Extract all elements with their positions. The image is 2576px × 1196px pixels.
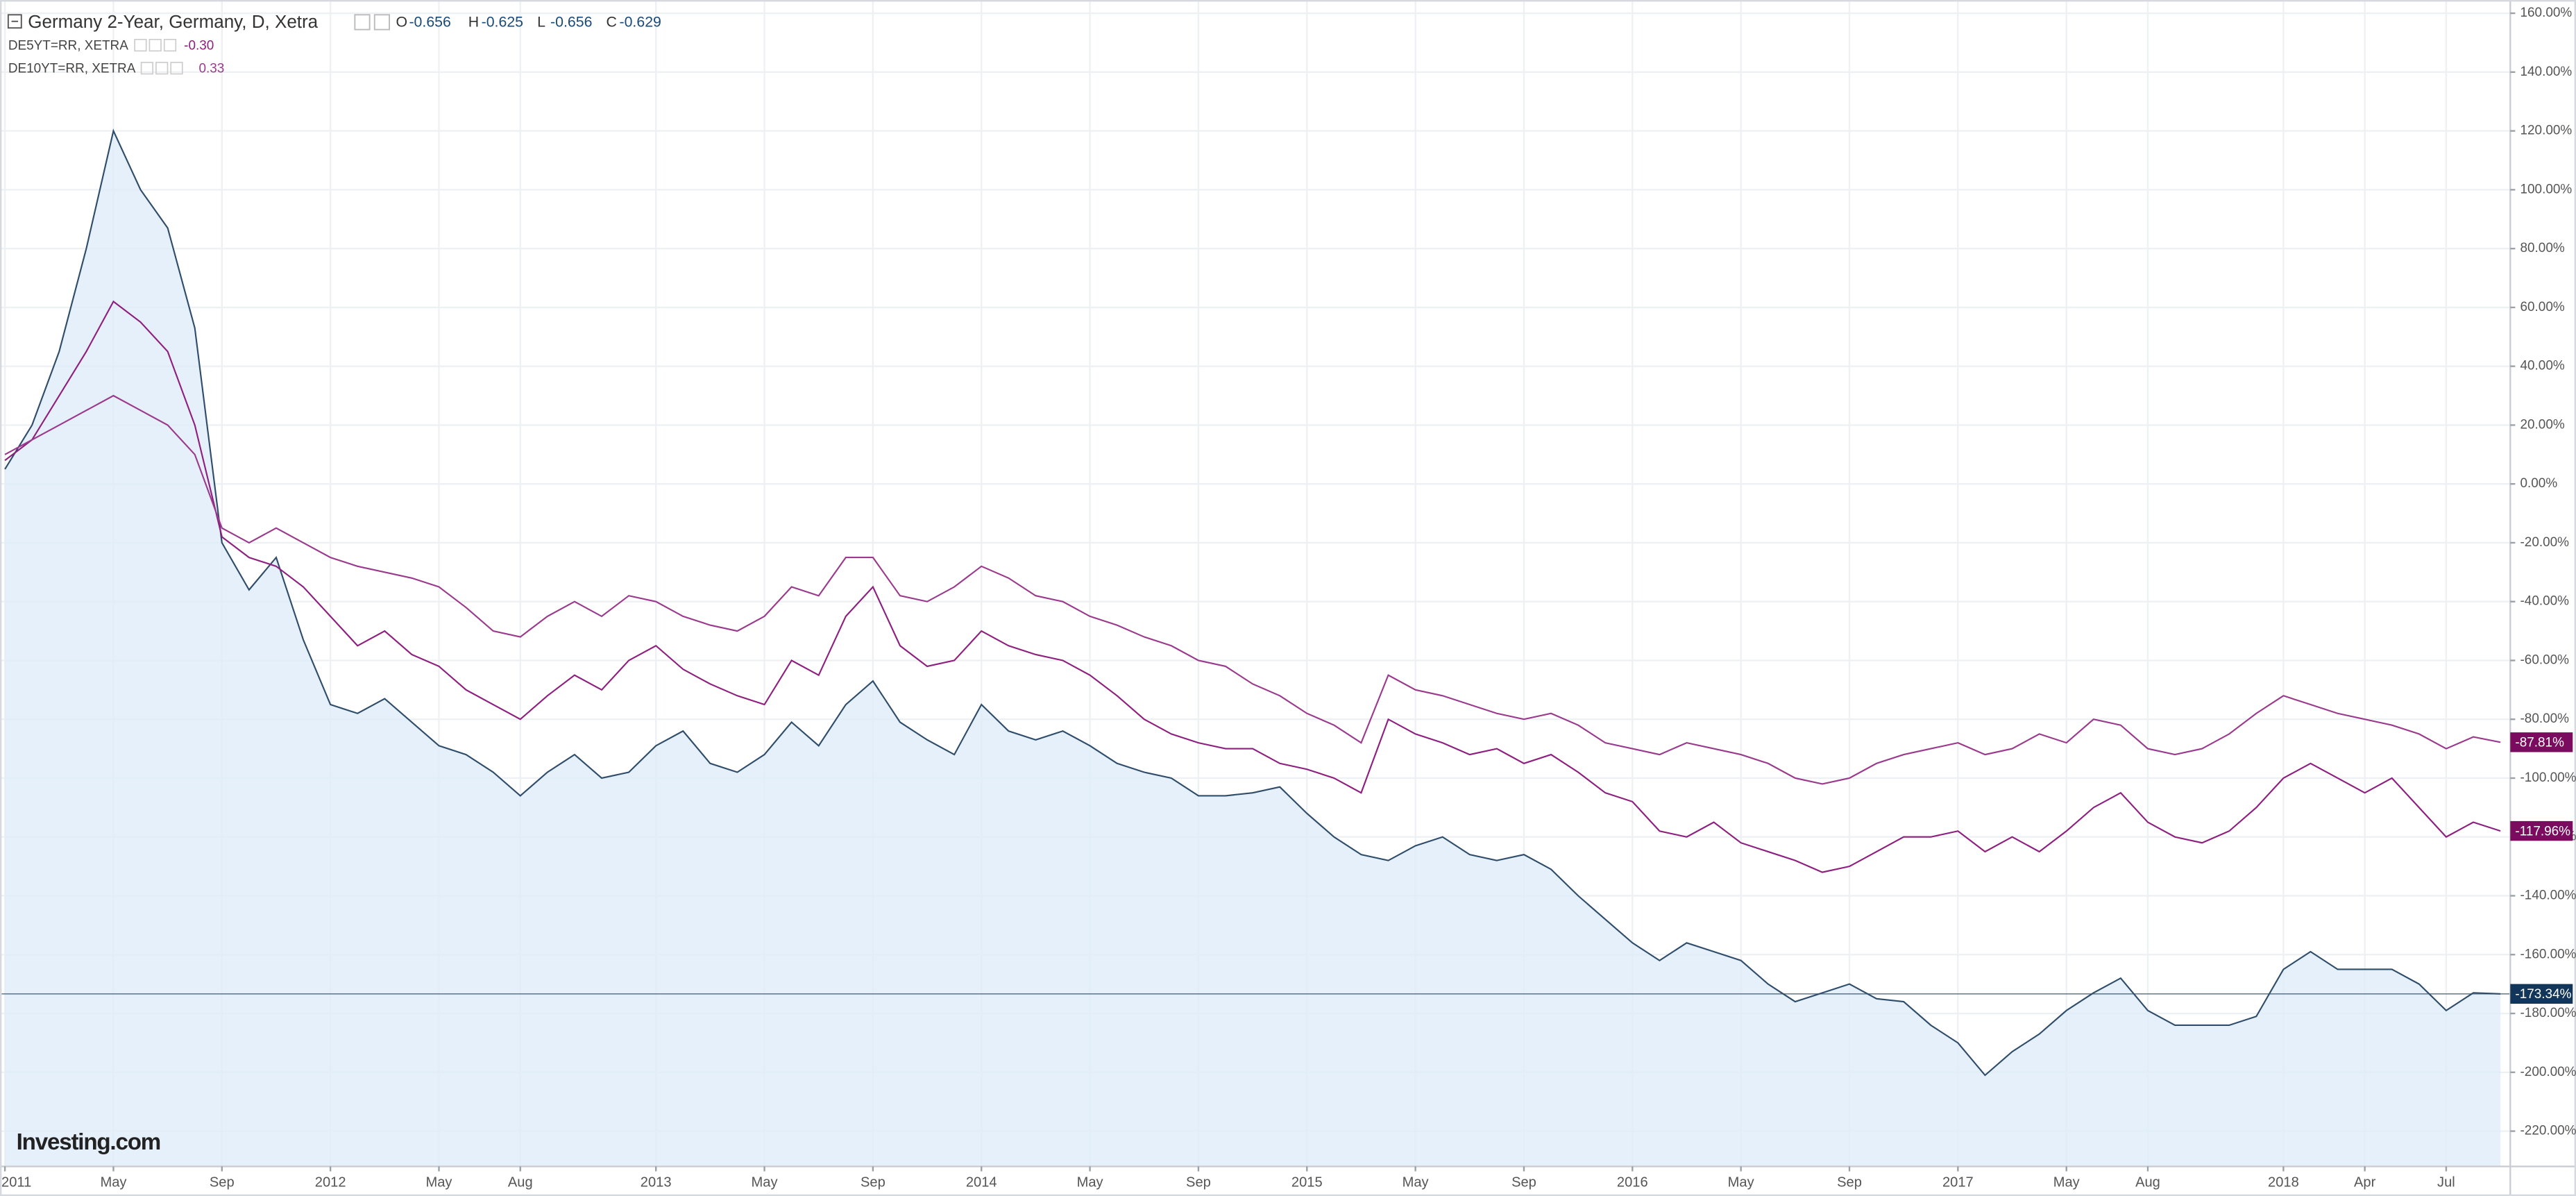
x-tick-label: Sep	[1186, 1174, 1211, 1190]
x-tick-label: 2012	[315, 1174, 346, 1190]
series-icon	[155, 62, 169, 75]
quote-value: -0.656	[409, 14, 450, 31]
y-tick-label: 40.00%	[2520, 359, 2565, 373]
settings-icon[interactable]	[354, 14, 371, 31]
main-series-name: Germany 2-Year, Germany, D, Xetra	[28, 11, 318, 32]
x-tick-label: Sep	[1837, 1174, 1862, 1190]
x-tick-label: 2018	[2268, 1174, 2299, 1190]
x-tick-label: May	[1077, 1174, 1104, 1190]
x-tick-label: Jul	[2437, 1174, 2455, 1190]
y-tick-label: 100.00%	[2520, 182, 2573, 196]
last-value-box	[2510, 820, 2573, 841]
legend-value: -0.30	[184, 38, 214, 53]
x-tick-label: May	[752, 1174, 779, 1190]
quote-label: H	[468, 14, 479, 31]
quote-value: -0.656	[550, 14, 592, 31]
plot-area	[0, 128, 2511, 1167]
x-tick-label: Apr	[2354, 1174, 2376, 1190]
series-icon[interactable]	[170, 62, 183, 75]
x-tick-label: 2011	[1, 1174, 31, 1190]
line	[4, 300, 2501, 873]
series-icon	[140, 62, 153, 75]
y-tick-label: -40.00%	[2520, 594, 2570, 609]
x-tick-label: May	[1403, 1174, 1430, 1190]
x-tick-label: Sep	[210, 1174, 235, 1190]
x-tick-label: May	[100, 1174, 127, 1190]
quote-value: -0.629	[619, 14, 661, 31]
x-tick-label: May	[2053, 1174, 2081, 1190]
x-tick-label: 2014	[966, 1174, 997, 1190]
x-tick-label: 2016	[1617, 1174, 1648, 1190]
y-tick-label: -20.00%	[2520, 535, 2570, 550]
quote-value: -0.625	[482, 14, 523, 31]
legend-value: 0.33	[198, 61, 224, 76]
series-icon[interactable]	[163, 38, 177, 52]
collapse-icon[interactable]	[7, 14, 22, 29]
y-tick-label: 80.00%	[2520, 241, 2565, 255]
y-tick-label: 160.00%	[2520, 6, 2573, 20]
quote-label: L	[537, 14, 545, 31]
series-icon	[149, 38, 162, 52]
quote-label: C	[607, 14, 617, 31]
y-tick-label: 140.00%	[2520, 65, 2573, 79]
y-tick-label: -80.00%	[2520, 711, 2570, 726]
area	[5, 130, 2501, 1167]
last-value-label: -87.81%	[2515, 735, 2564, 750]
x-tick-label: May	[1728, 1174, 1755, 1190]
y-tick-label: -100.00%	[2520, 770, 2576, 785]
last-value-label: -173.34%	[2515, 987, 2571, 1002]
y-tick-label: 120.00%	[2520, 124, 2573, 138]
legend-entry: DE10YT=RR, XETRA	[8, 61, 136, 76]
last-value-box	[2510, 732, 2573, 752]
line	[4, 394, 2501, 785]
y-tick-label: 0.00%	[2520, 476, 2558, 491]
visibility-icon[interactable]	[373, 14, 391, 31]
y-tick-label: -60.00%	[2520, 652, 2570, 667]
y-tick-label: 60.00%	[2520, 300, 2565, 314]
x-tick-label: 2017	[1942, 1174, 1974, 1190]
x-tick-label: 2015	[1291, 1174, 1323, 1190]
y-tick-label: -140.00%	[2520, 888, 2576, 902]
x-tick-label: Sep	[861, 1174, 886, 1190]
quote-label: O	[396, 14, 408, 31]
axes: 160.00% 140.00% 120.00% 100.00% 80.00% 60.00%…	[1, 6, 2576, 1190]
legend-header: Germany 2-Year, Germany, D, Xetra O -0.65…	[7, 11, 661, 76]
x-tick-label: Aug	[2135, 1174, 2160, 1190]
x-tick-label: Sep	[1511, 1174, 1536, 1190]
y-tick-label: -180.00%	[2520, 1006, 2576, 1020]
legend-entry: DE5YT=RR, XETRA	[8, 38, 128, 53]
line	[4, 128, 2501, 1077]
series-icon	[134, 38, 147, 52]
logo: Investing.com	[17, 1129, 160, 1155]
last-value-label: -117.96%	[2515, 824, 2570, 839]
x-tick-label: 2013	[641, 1174, 672, 1190]
y-tick-label: 20.00%	[2520, 417, 2565, 432]
x-tick-label: May	[425, 1174, 452, 1190]
last-value-box	[2510, 984, 2573, 1004]
y-tick-label: -200.00%	[2520, 1065, 2576, 1079]
y-tick-label: -220.00%	[2520, 1124, 2576, 1138]
x-tick-label: Aug	[508, 1174, 533, 1190]
y-tick-label: -160.00%	[2520, 947, 2576, 961]
